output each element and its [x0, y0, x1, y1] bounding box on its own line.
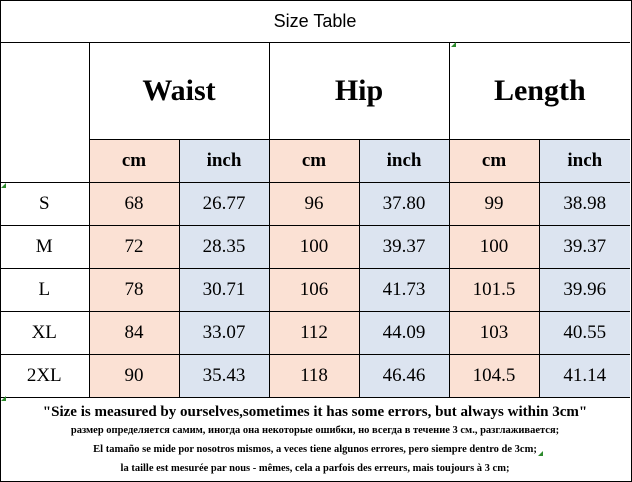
- group-header-length: Length: [448, 43, 631, 140]
- waist-cm-cell: 90: [88, 354, 180, 398]
- size-label: L: [0, 268, 90, 312]
- waist-inch-cell: 26.77: [178, 182, 270, 226]
- waist-inch-cell: 30.71: [178, 268, 270, 312]
- length-cm-cell: 99: [448, 182, 540, 226]
- group-header-waist: Waist: [88, 43, 270, 140]
- size-label: M: [0, 225, 90, 269]
- waist-inch-cell: 35.43: [178, 354, 270, 398]
- size-table: Waist Hip Length cm inch cm inch cm inch…: [0, 43, 631, 398]
- unit-header-inch: inch: [538, 139, 631, 183]
- waist-cm-cell: 72: [88, 225, 180, 269]
- table-row: M 72 28.35 100 39.37 100 39.37: [0, 225, 631, 269]
- size-label: XL: [0, 311, 90, 355]
- length-inch-cell: 41.14: [538, 354, 631, 398]
- note-french: la taille est mesurée par nous - mêmes, …: [120, 463, 510, 474]
- hip-cm-cell: 106: [268, 268, 360, 312]
- length-inch-cell: 38.98: [538, 182, 631, 226]
- unit-header-cm: cm: [448, 139, 540, 183]
- length-inch-cell: 40.55: [538, 311, 631, 355]
- waist-inch-cell: 33.07: [178, 311, 270, 355]
- corner-marker: [1, 396, 6, 401]
- waist-cm-cell: 78: [88, 268, 180, 312]
- table-row: XL 84 33.07 112 44.09 103 40.55: [0, 311, 631, 355]
- table-row: L 78 30.71 106 41.73 101.5 39.96: [0, 268, 631, 312]
- length-inch-cell: 39.96: [538, 268, 631, 312]
- waist-cm-cell: 68: [88, 182, 180, 226]
- corner-marker: [538, 451, 543, 456]
- unit-header-cm: cm: [89, 139, 180, 183]
- corner-marker: [1, 183, 6, 188]
- note-russian: размер определяется самим, иногда она не…: [70, 425, 560, 436]
- hip-inch-cell: 39.37: [358, 225, 450, 269]
- hip-inch-cell: 44.09: [358, 311, 450, 355]
- size-header-corner: [0, 43, 90, 183]
- hip-inch-cell: 37.80: [358, 182, 450, 226]
- table-title: Size Table: [0, 0, 630, 43]
- table-row: 2XL 90 35.43 118 46.46 104.5 41.14: [0, 354, 631, 398]
- hip-inch-cell: 46.46: [358, 354, 450, 398]
- hip-cm-cell: 112: [268, 311, 360, 355]
- note-spanish: El tamaño se mide por nosotros mismos, a…: [93, 444, 537, 455]
- length-cm-cell: 104.5: [448, 354, 540, 398]
- table-row: S 68 26.77 96 37.80 99 38.98: [0, 182, 631, 226]
- length-cm-cell: 103: [448, 311, 540, 355]
- hip-inch-cell: 41.73: [358, 268, 450, 312]
- corner-marker: [451, 42, 456, 47]
- unit-header-cm: cm: [268, 139, 360, 183]
- size-label: S: [0, 182, 90, 226]
- length-cm-cell: 100: [448, 225, 540, 269]
- hip-cm-cell: 118: [268, 354, 360, 398]
- group-header-hip: Hip: [268, 43, 450, 140]
- note-english: "Size is measured by ourselves,sometimes…: [42, 404, 588, 420]
- unit-header-inch: inch: [358, 139, 450, 183]
- measurement-note: "Size is measured by ourselves,sometimes…: [0, 398, 630, 480]
- unit-header-inch: inch: [178, 139, 270, 183]
- length-cm-cell: 101.5: [448, 268, 540, 312]
- waist-cm-cell: 84: [88, 311, 180, 355]
- length-inch-cell: 39.37: [538, 225, 631, 269]
- size-label: 2XL: [0, 354, 90, 398]
- hip-cm-cell: 96: [268, 182, 360, 226]
- hip-cm-cell: 100: [268, 225, 360, 269]
- waist-inch-cell: 28.35: [178, 225, 270, 269]
